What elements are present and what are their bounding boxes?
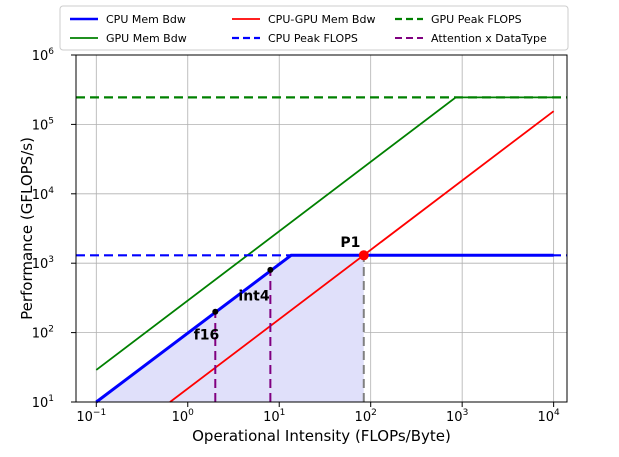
annotation-int4: int4 — [238, 289, 269, 305]
y-tick-exponent: 6 — [48, 47, 54, 57]
data-point-0 — [212, 308, 219, 315]
x-tick-label: 10−1 — [76, 408, 106, 425]
y-tick-label: 106 — [32, 47, 55, 64]
y-tick-exponent: 1 — [48, 394, 54, 404]
legend-label: CPU-GPU Mem Bdw — [268, 13, 375, 26]
y-tick-exponent: 2 — [48, 325, 54, 335]
x-axis-label: Operational Intensity (FLOPs/Byte) — [192, 427, 451, 445]
plot-frame — [75, 54, 568, 403]
x-tick-exponent: 1 — [280, 408, 286, 418]
x-tick-label: 102 — [355, 408, 377, 425]
series-lines — [76, 96, 567, 404]
x-tick-label: 100 — [172, 408, 195, 425]
x-tick-label: 103 — [446, 408, 468, 425]
x-tick-exponent: 0 — [188, 408, 194, 418]
legend-box — [59, 5, 569, 51]
x-tick-exponent: −1 — [93, 408, 106, 418]
y-axis-label: Performance (GFLOPS/s) — [18, 137, 36, 320]
x-tick-exponent: 2 — [371, 408, 377, 418]
x-tick-exponent: 3 — [463, 408, 469, 418]
y-tick-exponent: 3 — [48, 255, 54, 265]
y-tick-label: 101 — [32, 394, 54, 411]
y-tick-label: 105 — [32, 116, 54, 133]
legend-label: CPU Peak FLOPS — [268, 32, 358, 45]
y-tick-exponent: 5 — [48, 116, 54, 126]
annotation-p1: P1 — [340, 235, 360, 251]
data-point-2 — [358, 250, 369, 261]
legend: CPU Mem Bdw GPU Mem Bdw CPU-GPU Mem Bdw CPU… — [59, 5, 569, 51]
y-tick-label: 102 — [32, 325, 54, 342]
y-tick-exponent: 4 — [48, 186, 54, 196]
x-axis-ticks: 10−1 100 101 102 103 104 — [76, 402, 560, 425]
data-point-1 — [267, 266, 274, 273]
shaded-area — [96, 255, 364, 402]
data-points — [212, 250, 369, 315]
x-tick-exponent: 4 — [554, 408, 560, 418]
legend-label: GPU Mem Bdw — [106, 32, 187, 45]
shaded-region — [96, 255, 364, 402]
x-tick-label: 104 — [537, 408, 560, 425]
x-tick-label: 101 — [263, 408, 285, 425]
legend-label: GPU Peak FLOPS — [431, 13, 522, 26]
annotation-f16: f16 — [194, 327, 220, 343]
annotations: P1 int4 f16 — [194, 235, 361, 343]
legend-label: CPU Mem Bdw — [106, 13, 186, 26]
legend-label: Attention x DataType — [431, 32, 547, 45]
